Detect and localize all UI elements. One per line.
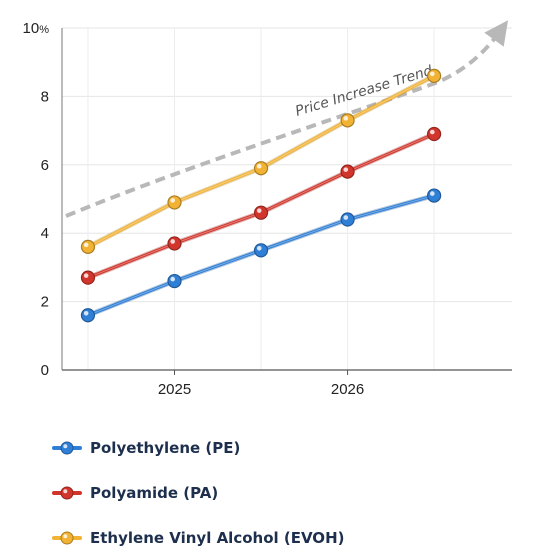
data-point[interactable] [427, 68, 442, 83]
data-point-highlight [343, 116, 349, 121]
data-point[interactable] [80, 239, 96, 254]
data-point[interactable] [80, 308, 96, 323]
grid [62, 27, 512, 370]
data-point[interactable] [340, 113, 355, 128]
data-point-highlight [430, 129, 435, 135]
data-point[interactable] [340, 212, 355, 227]
y-tick-label: 0 [41, 362, 49, 379]
data-point-highlight [170, 276, 175, 282]
data-point[interactable] [80, 270, 96, 285]
legend: Polyethylene (PE) Polyamide (PA) Ethylen… [52, 425, 532, 560]
price-trend-chart: 0 2 4 6 8 10% 2025 2026 Price Increase Trend [23, 20, 512, 398]
x-tick-label: 2025 [158, 381, 191, 398]
legend-dot-highlight [63, 488, 68, 493]
data-point[interactable] [167, 236, 182, 251]
legend-dot [60, 441, 74, 454]
legend-marker-icon [52, 486, 82, 499]
legend-dot [60, 531, 74, 544]
data-point-highlight [170, 239, 175, 244]
data-point-highlight [256, 208, 262, 213]
data-point-highlight [256, 163, 262, 169]
data-point-highlight [430, 191, 435, 196]
legend-dot-highlight [63, 533, 68, 538]
data-point[interactable] [427, 188, 442, 203]
legend-label: Polyethylene (PE) [90, 438, 241, 457]
data-point-highlight [256, 246, 262, 251]
series-lines [80, 68, 442, 323]
legend-label: Ethylene Vinyl Alcohol (EVOH) [90, 528, 345, 547]
data-point[interactable] [253, 161, 269, 176]
legend-item-pa[interactable]: Polyamide (PA) [52, 470, 532, 515]
data-point[interactable] [427, 126, 442, 142]
axes: 0 2 4 6 8 10% 2025 2026 [23, 20, 512, 398]
legend-marker-icon [52, 441, 82, 454]
series-1 [80, 126, 442, 285]
data-point[interactable] [167, 195, 182, 210]
data-point-highlight [343, 215, 349, 220]
data-point-highlight [170, 198, 175, 203]
legend-dot-highlight [63, 443, 68, 448]
y-tick-label: 8 [41, 88, 49, 105]
data-point-highlight [430, 71, 435, 77]
series-0 [80, 188, 442, 323]
legend-label: Polyamide (PA) [90, 483, 219, 502]
legend-item-pe[interactable]: Polyethylene (PE) [52, 425, 532, 470]
y-tick-label: 10% [23, 20, 50, 37]
data-point[interactable] [253, 243, 269, 258]
y-tick-label: 2 [41, 294, 49, 311]
trend-annotation: Price Increase Trend [65, 20, 509, 218]
data-point[interactable] [167, 273, 182, 289]
data-point-highlight [343, 167, 349, 172]
y-tick-label: 6 [41, 157, 49, 174]
legend-item-evoh[interactable]: Ethylene Vinyl Alcohol (EVOH) [52, 515, 532, 560]
data-point-highlight [83, 310, 89, 316]
data-point[interactable] [340, 164, 355, 179]
data-point-highlight [83, 273, 89, 278]
x-tick-label: 2026 [331, 381, 364, 398]
y-tick-label: 4 [41, 225, 49, 242]
legend-dot [60, 486, 74, 499]
series-2 [80, 68, 442, 254]
data-point-highlight [83, 242, 89, 248]
data-point[interactable] [253, 205, 269, 220]
trend-arrow-icon [65, 20, 509, 218]
legend-marker-icon [52, 531, 82, 544]
